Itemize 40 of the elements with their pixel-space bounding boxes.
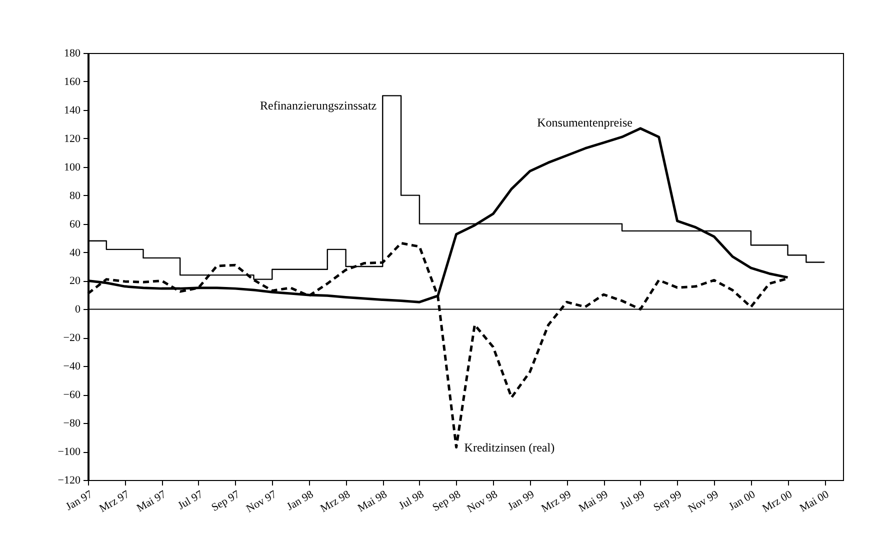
- series-label: Konsumentenpreise: [537, 115, 632, 130]
- y-tick-label: 0: [75, 304, 81, 316]
- x-tick-label: Mai 97: [134, 488, 169, 515]
- x-tick-label: Jan 00: [726, 488, 758, 514]
- y-tick-label: 100: [64, 161, 81, 174]
- x-tick-label: Mai 99: [576, 488, 611, 515]
- y-tick-label: −20: [63, 332, 81, 344]
- y-tick-label: 140: [64, 104, 81, 116]
- x-tick-label: Nov 99: [686, 488, 722, 516]
- y-tick-label: 120: [64, 132, 81, 145]
- y-tick-label: 60: [70, 218, 81, 230]
- x-tick-label: Sep 97: [210, 488, 242, 514]
- y-tick-label: 80: [70, 190, 81, 202]
- x-tick-label: Mrz 97: [98, 488, 132, 515]
- y-tick-label: −40: [63, 360, 81, 373]
- x-tick-label: Jul 98: [396, 488, 426, 512]
- x-tick-label: Jul 97: [176, 488, 206, 512]
- x-tick-label: Mrz 99: [540, 488, 574, 515]
- y-tick-label: −60: [63, 389, 81, 402]
- y-tick-label: −120: [58, 474, 81, 486]
- y-tick-label: 40: [70, 246, 81, 259]
- series-label: Refinanzierungszinssatz: [260, 98, 377, 113]
- series-label: Kreditzinsen (real): [464, 440, 555, 454]
- x-tick-label: Jan 99: [506, 488, 537, 514]
- x-tick-label: Mai 98: [356, 488, 390, 515]
- y-tick-label: −80: [63, 418, 81, 430]
- x-tick-label: Nov 97: [244, 488, 280, 516]
- x-tick-label: Sep 99: [652, 488, 684, 514]
- y-tick-label: 160: [64, 76, 81, 88]
- x-tick-label: Jan 98: [284, 488, 316, 514]
- y-tick-label: −100: [58, 446, 81, 458]
- x-tick-label: Mrz 98: [318, 488, 353, 515]
- y-tick-label: 180: [64, 48, 81, 60]
- x-tick-label: Mai 00: [798, 488, 832, 515]
- x-tick-label: Jul 99: [618, 488, 648, 512]
- x-tick-label: Nov 98: [465, 488, 500, 516]
- x-tick-label: Sep 98: [430, 488, 464, 514]
- y-tick-label: 20: [70, 275, 81, 288]
- x-tick-label: Jan 97: [64, 488, 95, 514]
- x-tick-label: Mrz 00: [760, 488, 795, 515]
